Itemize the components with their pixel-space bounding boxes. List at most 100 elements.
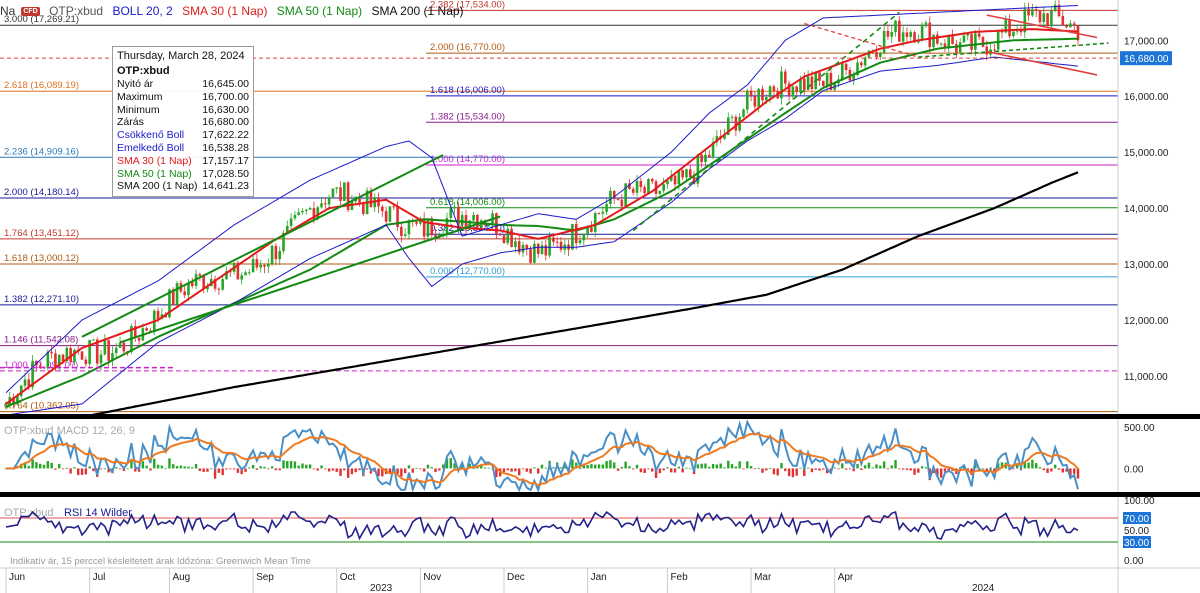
macd-histogram-bar	[776, 468, 779, 476]
macd-histogram-bar	[791, 468, 795, 478]
candle-body	[685, 169, 688, 178]
macd-histogram-bar	[289, 461, 293, 469]
macd-histogram-bar	[263, 466, 266, 469]
fib-level-label: 2.382 (17,534.00)	[430, 0, 505, 10]
candle-body	[879, 52, 882, 57]
macd-histogram-bar	[339, 468, 342, 476]
macd-histogram-bar	[514, 468, 517, 472]
candle-body	[783, 71, 787, 84]
candle-body	[658, 190, 662, 194]
macd-histogram-bar	[673, 468, 677, 473]
tooltip-row: Minimum 16,630.00	[117, 104, 249, 117]
tooltip-rows: Nyitó ár 16,645.00 Maximum 16,700.00 Minimum…	[117, 78, 249, 193]
candle-body	[381, 206, 384, 212]
tooltip-row-value: 14,641.23	[202, 180, 249, 193]
candlesticks	[4, 0, 1080, 410]
macd-histogram-bar	[871, 467, 874, 469]
macd-histogram-bar	[879, 465, 882, 469]
fib-level-label: 3.000 (17,269.21)	[4, 14, 79, 25]
macd-histogram-bar	[594, 464, 597, 469]
candle-body	[103, 339, 107, 355]
legend-sma50[interactable]: SMA 50 (1 Nap)	[276, 4, 363, 18]
tooltip-row: Emelkedő Boll 16,538.28	[117, 142, 249, 155]
macd-histogram-bar	[768, 468, 772, 469]
candle-body	[917, 40, 920, 43]
macd-histogram-bar	[917, 468, 920, 473]
candle-body	[939, 43, 943, 45]
candle-body	[780, 71, 783, 99]
macd-histogram-bar	[536, 468, 540, 474]
macd-histogram-bar	[795, 468, 798, 476]
macd-histogram-bar	[69, 468, 72, 474]
macd-histogram-bar	[613, 462, 616, 469]
candle-body	[681, 169, 684, 178]
candle-body	[403, 234, 407, 236]
macd-histogram-bar	[632, 468, 635, 470]
macd-histogram-bar	[476, 466, 479, 469]
candle-body	[761, 88, 764, 101]
indicator-line	[91, 171, 1079, 414]
macd-tick-label: 500.00	[1124, 423, 1155, 434]
candle-body	[1004, 19, 1008, 33]
time-axis: Jun Jul Aug Sep Oct Nov Dec Jan Feb Mar Apr 2023 202…	[0, 567, 1200, 593]
legend-sma200[interactable]: SMA 200 (1 Nap)	[371, 4, 464, 18]
macd-histogram-bar	[301, 463, 304, 469]
candle-body	[970, 34, 973, 50]
macd-histogram-bar	[711, 463, 715, 469]
candle-body	[495, 213, 498, 234]
macd-histogram-bar	[156, 464, 160, 469]
macd-histogram-bar	[753, 468, 757, 470]
candle-body	[95, 339, 99, 364]
macd-histogram-bar	[787, 468, 791, 477]
macd-histogram-bar	[77, 468, 80, 476]
candle-body	[901, 32, 905, 42]
candle-body	[806, 76, 810, 91]
price-tick-label: 16,000.00	[1124, 92, 1169, 103]
legend-sma30[interactable]: SMA 30 (1 Nap)	[182, 4, 268, 18]
tooltip-row-label: Zárás	[117, 116, 144, 129]
macd-histogram-bar	[388, 468, 392, 474]
macd-histogram-bar	[1042, 468, 1045, 471]
candle-body	[951, 35, 954, 45]
macd-histogram-bar	[658, 468, 662, 474]
macd-histogram-bar	[251, 464, 255, 469]
price-tick-label: 12,000.00	[1124, 316, 1169, 327]
tooltip-row-value: 16,680.00	[202, 116, 249, 129]
candle-body	[597, 213, 601, 215]
macd-histogram-bar	[837, 468, 840, 470]
month-label: Dec	[507, 572, 525, 583]
macd-histogram-bar	[586, 465, 589, 469]
macd-histogram-bar	[1057, 468, 1061, 470]
rsi-tick-label: 100.00	[1124, 496, 1155, 507]
candle-body	[745, 90, 749, 110]
candle-body	[183, 291, 186, 296]
macd-histogram-bar	[860, 468, 863, 471]
tooltip-row-label: Nyitó ár	[117, 78, 154, 90]
macd-histogram-bar	[1015, 464, 1019, 469]
macd-histogram-bar	[784, 468, 787, 472]
candle-body	[966, 34, 970, 36]
macd-histogram-bar	[297, 465, 300, 469]
candle-body	[894, 20, 897, 32]
candle-body	[810, 76, 814, 90]
macd-histogram-bar	[411, 468, 414, 473]
candle-body	[749, 90, 753, 97]
macd-histogram-bar	[1034, 463, 1038, 469]
candle-body	[236, 262, 240, 280]
tooltip-row-value: 17,028.50	[202, 167, 249, 180]
macd-histogram-bar	[198, 468, 202, 471]
candle-body	[905, 32, 909, 37]
candle-body	[947, 35, 951, 49]
candle-body	[297, 212, 301, 215]
candle-body	[259, 264, 262, 268]
candle-body	[574, 223, 578, 244]
macd-histogram-bar	[1065, 468, 1068, 472]
macd-histogram-bar	[407, 465, 411, 469]
candle-body	[700, 154, 703, 163]
macd-histogram-bar	[544, 467, 548, 469]
legend-boll[interactable]: BOLL 20, 2	[112, 4, 173, 18]
macd-histogram-bar	[924, 467, 928, 469]
legend-symbol: OTP:xbud	[49, 4, 104, 18]
candle-body	[730, 116, 734, 118]
